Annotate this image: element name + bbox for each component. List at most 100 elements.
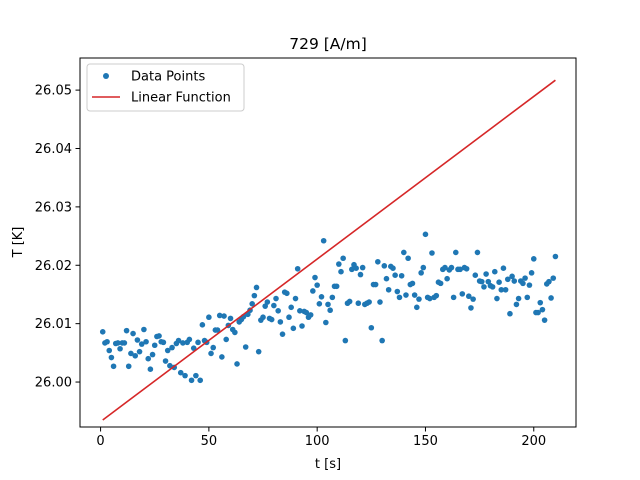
data-point bbox=[444, 275, 450, 282]
data-point bbox=[528, 270, 535, 276]
data-point bbox=[288, 304, 294, 311]
data-point bbox=[320, 237, 327, 244]
data-point bbox=[357, 271, 364, 278]
data-point bbox=[125, 363, 132, 370]
data-point bbox=[550, 275, 557, 281]
data-point bbox=[526, 282, 533, 288]
data-point bbox=[478, 278, 485, 285]
data-point bbox=[491, 268, 498, 275]
data-point bbox=[149, 351, 156, 358]
data-point bbox=[188, 377, 195, 384]
data-point bbox=[186, 336, 193, 343]
data-point bbox=[307, 312, 314, 318]
data-point bbox=[169, 344, 175, 351]
data-point bbox=[136, 348, 143, 355]
data-point bbox=[459, 291, 466, 297]
data-point bbox=[349, 266, 355, 273]
data-point bbox=[197, 377, 204, 384]
data-point bbox=[502, 286, 509, 293]
data-point bbox=[457, 266, 463, 273]
data-point bbox=[145, 355, 152, 362]
data-point bbox=[385, 286, 392, 293]
data-point bbox=[151, 342, 158, 349]
data-point bbox=[221, 313, 227, 319]
data-point bbox=[383, 275, 390, 282]
data-point bbox=[271, 302, 277, 309]
data-point bbox=[327, 307, 333, 314]
legend: Data Points Linear Function bbox=[86, 63, 245, 112]
chart-title: 729 [A/m] bbox=[289, 35, 367, 53]
data-point bbox=[121, 340, 128, 346]
linear-function-line bbox=[102, 79, 556, 421]
plot-area bbox=[79, 57, 577, 428]
data-point bbox=[117, 345, 123, 352]
data-point bbox=[242, 344, 249, 350]
data-point bbox=[342, 337, 349, 344]
data-point bbox=[483, 271, 489, 277]
data-point bbox=[208, 350, 214, 357]
legend-marker-data-points bbox=[103, 73, 109, 79]
data-point bbox=[123, 327, 130, 334]
data-point bbox=[546, 278, 552, 285]
data-point bbox=[214, 327, 221, 333]
x-axis-label: t [s] bbox=[315, 457, 341, 472]
data-point bbox=[366, 299, 372, 305]
data-point bbox=[106, 347, 113, 354]
data-point bbox=[193, 372, 199, 379]
data-point bbox=[418, 270, 424, 276]
data-point bbox=[206, 314, 212, 321]
data-point bbox=[509, 273, 515, 280]
data-point bbox=[110, 363, 117, 370]
data-point bbox=[427, 295, 433, 302]
data-point bbox=[405, 255, 411, 262]
data-point bbox=[414, 304, 420, 311]
data-point bbox=[537, 299, 544, 306]
data-point bbox=[355, 300, 362, 307]
data-point bbox=[494, 295, 500, 302]
data-point bbox=[515, 295, 522, 302]
data-point bbox=[275, 308, 281, 314]
x-tick-label: 100 bbox=[305, 434, 330, 449]
data-point bbox=[500, 265, 507, 271]
data-point bbox=[396, 294, 403, 301]
data-point bbox=[297, 308, 303, 314]
data-point bbox=[294, 265, 301, 272]
data-point bbox=[128, 350, 134, 357]
data-point bbox=[552, 253, 559, 260]
data-point bbox=[164, 347, 171, 354]
x-tick-label: 150 bbox=[413, 434, 438, 449]
data-point bbox=[513, 301, 520, 308]
axes-frame bbox=[79, 57, 577, 428]
data-point bbox=[316, 301, 323, 307]
y-tick-label: 26.04 bbox=[35, 142, 72, 157]
y-tick-label: 26.05 bbox=[35, 84, 72, 99]
data-point bbox=[498, 286, 505, 293]
data-point bbox=[232, 329, 238, 336]
data-point bbox=[227, 315, 234, 322]
data-point bbox=[463, 265, 470, 272]
y-tick-label: 26.02 bbox=[35, 259, 72, 274]
data-point bbox=[312, 274, 318, 281]
data-point bbox=[180, 340, 186, 346]
data-point bbox=[333, 283, 340, 290]
data-point bbox=[392, 272, 398, 279]
x-tick-label: 50 bbox=[201, 434, 218, 449]
data-point bbox=[409, 280, 416, 287]
data-point bbox=[530, 256, 537, 262]
data-point bbox=[147, 366, 154, 373]
data-point bbox=[253, 284, 260, 291]
data-point bbox=[511, 278, 518, 284]
data-point bbox=[264, 299, 271, 305]
data-point bbox=[338, 268, 344, 275]
data-point bbox=[368, 324, 375, 331]
data-point bbox=[539, 306, 546, 313]
data-point bbox=[255, 348, 262, 355]
legend-box bbox=[86, 63, 245, 112]
data-point bbox=[325, 301, 331, 308]
data-point bbox=[504, 276, 511, 283]
data-point bbox=[520, 280, 526, 287]
data-point bbox=[143, 338, 149, 345]
data-point bbox=[496, 279, 502, 286]
data-point bbox=[437, 280, 444, 287]
data-point bbox=[234, 361, 240, 367]
